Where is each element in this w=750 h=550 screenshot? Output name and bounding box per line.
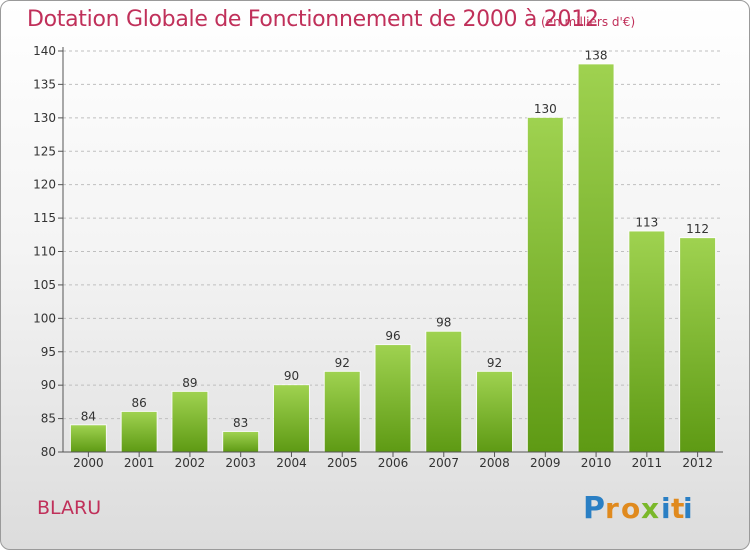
y-tick-label: 125 [33,144,56,158]
data-label: 96 [385,329,400,343]
y-tick-label: 115 [33,211,56,225]
x-tick-label: 2006 [378,456,409,470]
bar [375,345,411,452]
bar [223,431,259,452]
svg-text:i: i [683,492,693,525]
x-tick-label: 2010 [581,456,612,470]
data-label: 138 [585,48,608,62]
x-tick-label: 2012 [682,456,713,470]
x-tick-label: 2008 [479,456,510,470]
data-label: 84 [81,409,96,423]
data-label: 98 [436,316,451,330]
svg-text:x: x [641,492,659,525]
data-label: 113 [635,215,658,229]
data-label: 112 [686,222,709,236]
data-label: 86 [132,396,147,410]
x-tick-label: 2003 [225,456,256,470]
bar [121,411,157,452]
y-tick-label: 110 [33,245,56,259]
bar [324,371,360,452]
y-tick-label: 100 [33,311,56,325]
bar [578,64,614,452]
unit-note: (en milliers d'€) [541,15,636,29]
data-label: 130 [534,102,557,116]
x-tick-label: 2004 [276,456,307,470]
x-tick-label: 2002 [175,456,206,470]
bar [172,391,208,452]
y-tick-label: 135 [33,77,56,91]
svg-text:t: t [671,492,684,525]
data-label: 90 [284,369,299,383]
proxiti-logo: P r o x i t i [583,491,693,525]
svg-text:o: o [621,492,640,525]
bar [273,385,309,452]
x-tick-label: 2001 [124,456,155,470]
bar [70,425,106,452]
y-tick-label: 105 [33,278,56,292]
data-label: 83 [233,416,248,430]
y-tick-label: 140 [33,44,56,58]
chart-title: Dotation Globale de Fonctionnement de 20… [27,7,599,32]
y-tick-label: 90 [41,378,56,392]
data-label: 92 [335,356,350,370]
svg-text:i: i [661,492,671,525]
x-tick-label: 2007 [428,456,459,470]
x-tick-label: 2009 [530,456,561,470]
y-tick-label: 85 [41,412,56,426]
data-label: 89 [182,376,197,390]
y-tick-label: 80 [41,445,56,459]
y-tick-label: 130 [33,111,56,125]
bar [426,331,462,452]
svg-text:P: P [583,491,605,525]
bar [477,371,513,452]
bar [527,117,563,452]
bar [629,231,665,452]
commune-name: BLARU [37,497,102,519]
data-label: 92 [487,356,502,370]
bar [680,238,716,452]
svg-text:r: r [605,492,619,525]
y-tick-label: 120 [33,178,56,192]
x-tick-label: 2000 [73,456,104,470]
y-tick-label: 95 [41,345,56,359]
x-tick-label: 2005 [327,456,358,470]
x-tick-label: 2011 [632,456,663,470]
